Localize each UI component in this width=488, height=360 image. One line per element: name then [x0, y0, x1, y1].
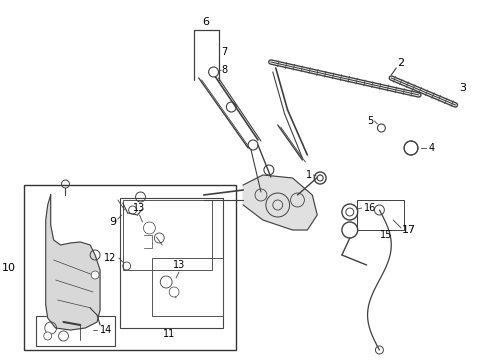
Circle shape	[43, 332, 52, 340]
Bar	[122, 200, 211, 270]
Bar	[356, 200, 403, 230]
Bar	[24, 185, 236, 350]
Text: 12: 12	[104, 253, 117, 263]
Circle shape	[403, 141, 417, 155]
Text: 1: 1	[305, 170, 312, 180]
Bar	[152, 258, 223, 316]
Text: 16: 16	[363, 203, 375, 213]
Text: 14: 14	[100, 325, 112, 335]
Text: 10: 10	[2, 263, 16, 273]
Text: 3: 3	[458, 83, 465, 93]
Polygon shape	[46, 195, 100, 330]
Circle shape	[143, 222, 155, 234]
Text: 8: 8	[221, 65, 227, 75]
Text: 4: 4	[428, 143, 434, 153]
Text: 17: 17	[401, 225, 415, 235]
Circle shape	[169, 287, 179, 297]
Text: 13: 13	[173, 260, 185, 270]
Text: 2: 2	[397, 58, 404, 68]
Text: 13: 13	[133, 203, 145, 213]
Bar	[120, 198, 223, 328]
Text: 11: 11	[163, 329, 175, 339]
Text: 5: 5	[366, 116, 373, 126]
Bar	[36, 316, 115, 346]
Text: 9: 9	[109, 217, 116, 227]
Text: 7: 7	[221, 47, 227, 57]
Text: 15: 15	[379, 230, 392, 240]
Circle shape	[91, 271, 99, 279]
Circle shape	[317, 175, 323, 181]
Text: 6: 6	[202, 17, 209, 27]
Polygon shape	[243, 175, 317, 230]
